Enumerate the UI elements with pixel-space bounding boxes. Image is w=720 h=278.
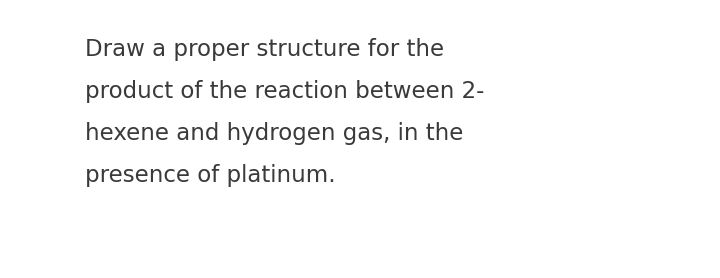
Text: Draw a proper structure for the: Draw a proper structure for the: [85, 38, 444, 61]
Text: presence of platinum.: presence of platinum.: [85, 164, 336, 187]
Text: product of the reaction between 2-: product of the reaction between 2-: [85, 80, 485, 103]
Text: hexene and hydrogen gas, in the: hexene and hydrogen gas, in the: [85, 122, 464, 145]
